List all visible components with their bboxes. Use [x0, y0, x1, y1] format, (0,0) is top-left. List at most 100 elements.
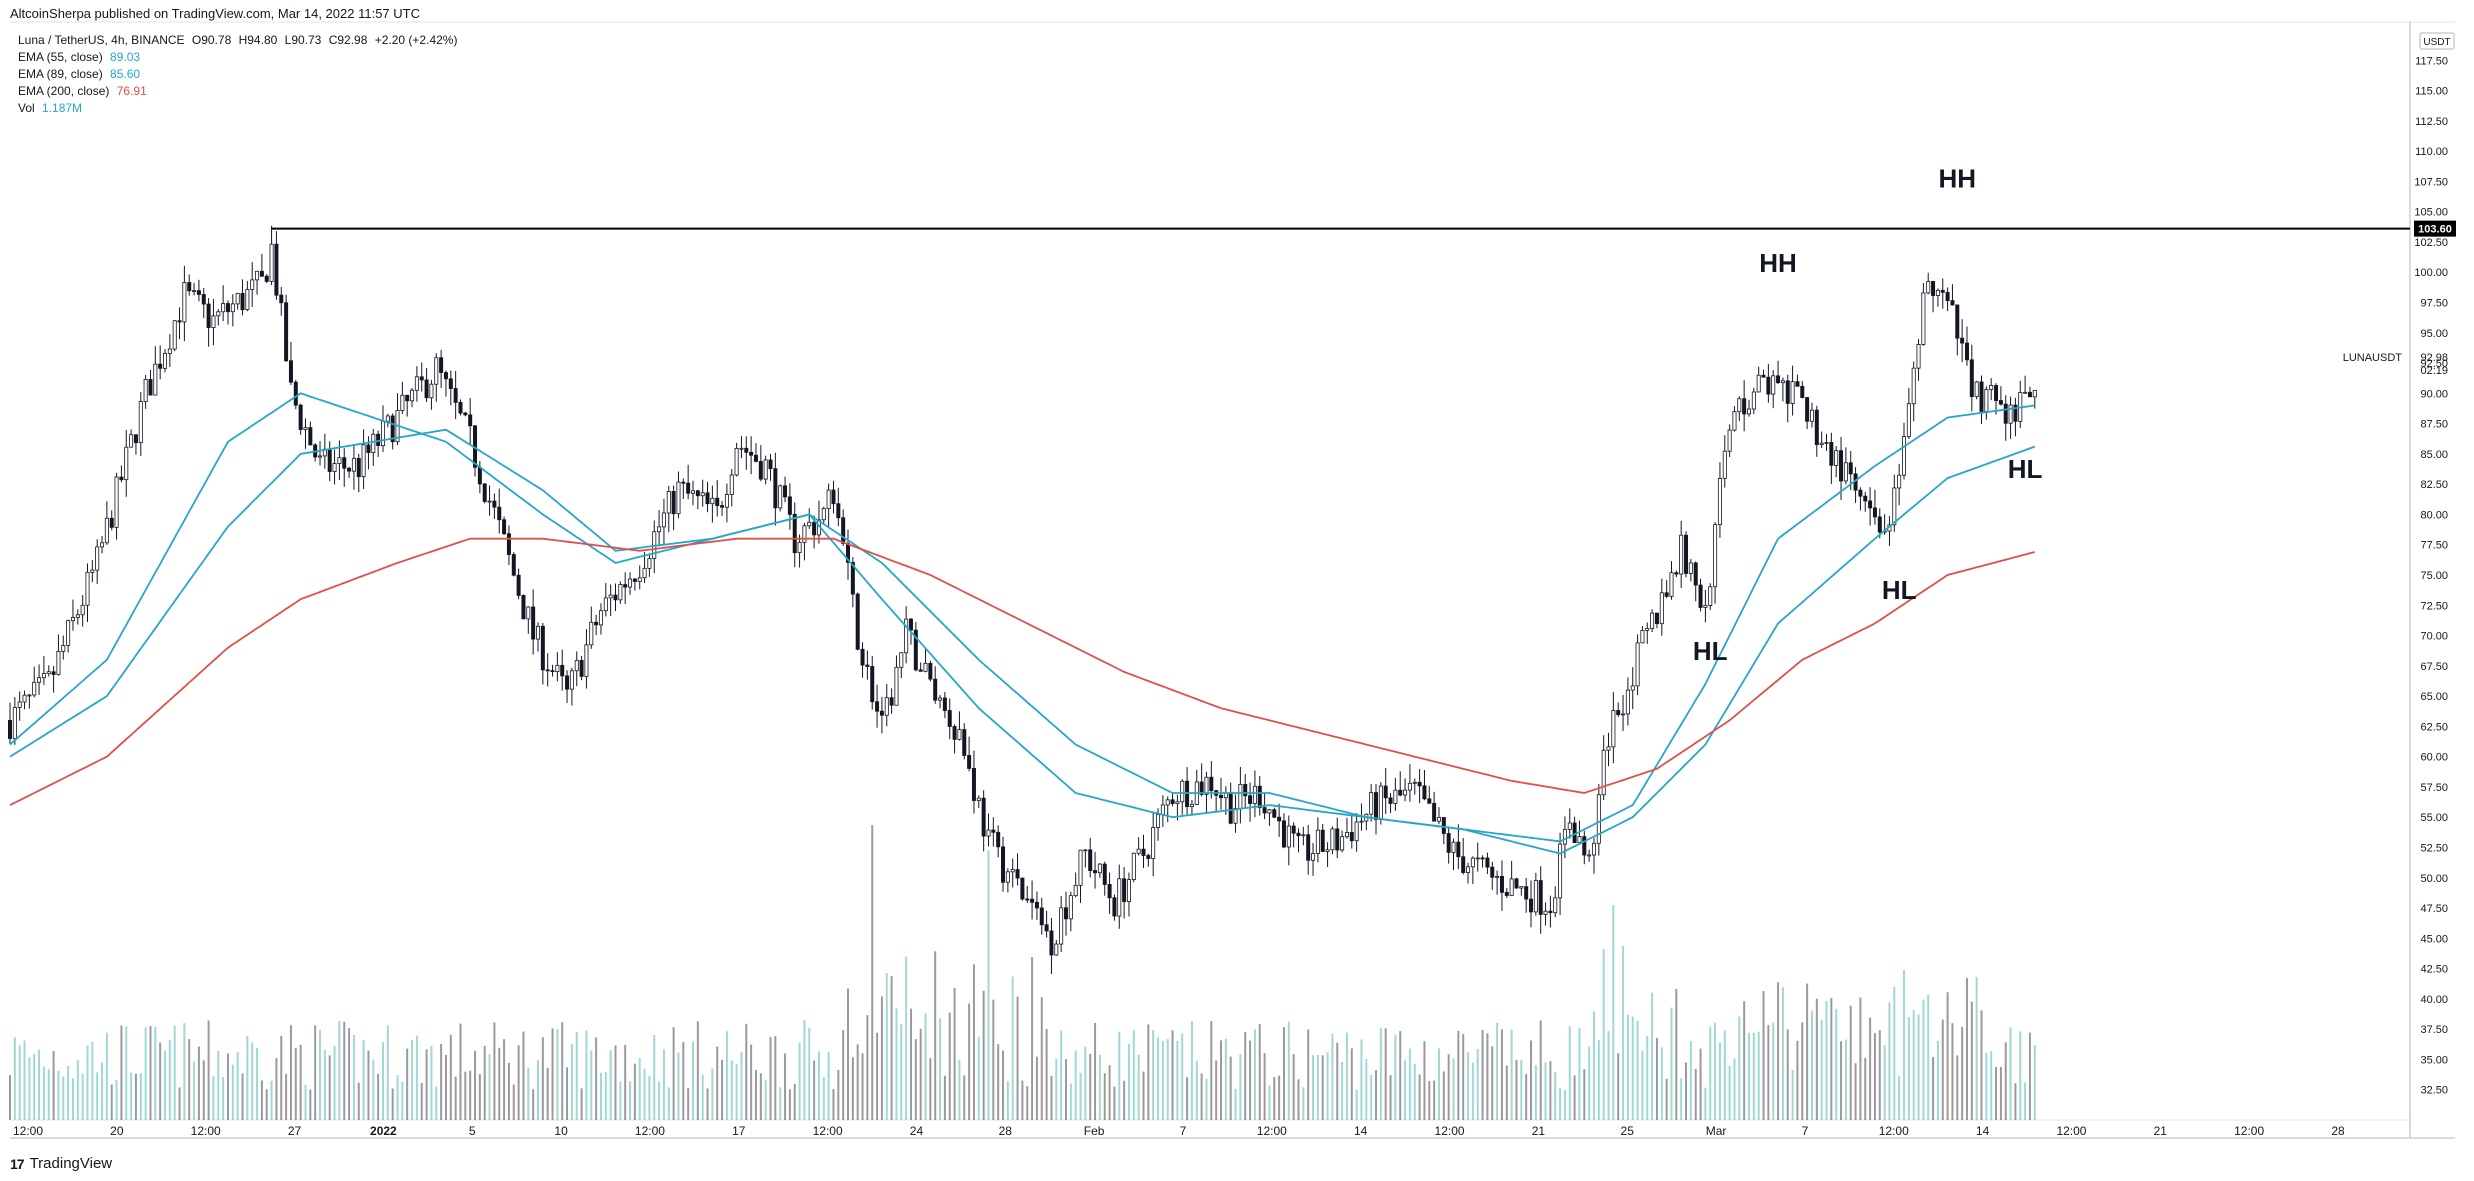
- volume-bar: [633, 1063, 636, 1120]
- candle-body: [1790, 381, 1795, 404]
- candle-body: [1456, 841, 1461, 858]
- candle-body: [448, 378, 453, 389]
- candle-body: [1935, 290, 1940, 296]
- volume-bar: [1927, 994, 1930, 1120]
- volume-bar: [837, 1069, 840, 1120]
- volume-bar: [1539, 1020, 1542, 1120]
- volume-bar: [1462, 1034, 1465, 1120]
- price-axis[interactable]: 32.50 35.00 37.50 40.00 42.50 45.00 47.50 50.00…: [2414, 55, 2448, 1096]
- candle-body: [1630, 685, 1635, 691]
- volume-bar: [1810, 1010, 1813, 1120]
- candle-body: [1233, 808, 1238, 824]
- publisher-header: AltcoinSherpa published on TradingView.c…: [10, 6, 420, 21]
- volume-bar: [672, 1027, 675, 1120]
- candle-body: [1955, 304, 1960, 339]
- volume-bar: [730, 1060, 733, 1120]
- candle-body: [1311, 853, 1316, 861]
- candle-body: [293, 381, 298, 406]
- volume-bar: [1878, 1030, 1881, 1120]
- volume-bar: [1331, 1033, 1334, 1120]
- volume-bar: [934, 951, 937, 1120]
- candle-body: [1030, 898, 1035, 903]
- candle-body: [1039, 907, 1044, 926]
- x-tick-label: 12:00: [2234, 1124, 2264, 1138]
- candle-body: [584, 644, 589, 677]
- x-tick-label: 12:00: [1257, 1124, 1287, 1138]
- volume-bar: [1079, 1072, 1082, 1120]
- volume-bar: [488, 1054, 491, 1120]
- candle-body: [148, 379, 153, 396]
- volume-bar: [52, 1050, 55, 1120]
- legend-volume-row[interactable]: Vol 1.187M: [18, 100, 461, 117]
- volume-bar: [1278, 1075, 1281, 1120]
- candle-body: [1848, 462, 1853, 475]
- candle-body: [22, 694, 27, 703]
- x-tick-label: 12:00: [2056, 1124, 2086, 1138]
- volume-bar: [1636, 1020, 1639, 1120]
- candle-body: [608, 594, 613, 599]
- legend-ema55-row[interactable]: EMA (55, close) 89.03: [18, 49, 461, 66]
- candle-body: [560, 664, 565, 677]
- legend-ema200-row[interactable]: EMA (200, close) 76.91: [18, 83, 461, 100]
- volume-bar: [62, 1076, 65, 1120]
- candle-body: [351, 458, 356, 472]
- volume-bar: [9, 1075, 11, 1120]
- volume-bar: [512, 1084, 515, 1120]
- volume-bar: [164, 1050, 167, 1120]
- volume-bar: [953, 987, 956, 1120]
- volume-bar: [1767, 1025, 1770, 1120]
- y-tick-label: 77.50: [2420, 540, 2448, 552]
- candle-body: [637, 577, 642, 582]
- candle-body: [1805, 397, 1810, 422]
- footer-brand[interactable]: 17 TradingView: [10, 1155, 112, 1172]
- candle-body: [1470, 857, 1475, 868]
- candle-body: [458, 401, 463, 414]
- candle-body: [710, 497, 715, 505]
- candle-body: [928, 662, 933, 680]
- candle-body: [1228, 792, 1233, 824]
- candle-body: [889, 697, 894, 706]
- annotation-hh: HH: [1759, 248, 1797, 278]
- candle-body: [46, 671, 51, 674]
- x-tick-label: 28: [999, 1124, 1013, 1138]
- candle-body: [1417, 781, 1422, 787]
- candle-body: [1451, 841, 1456, 853]
- resistance-price-label: 103.60: [2418, 224, 2452, 236]
- candle-body: [657, 526, 662, 533]
- volume-bar: [536, 1060, 539, 1120]
- volume-bar: [13, 1037, 16, 1120]
- candle-body: [938, 697, 943, 701]
- x-tick-label: 12:00: [191, 1124, 221, 1138]
- volume-bar: [1893, 986, 1896, 1120]
- candle-body: [1495, 875, 1500, 878]
- candle-body: [1180, 780, 1185, 803]
- legend-ema55-label: EMA (55, close): [18, 50, 103, 64]
- volume-bar: [614, 1045, 617, 1120]
- candle-body: [545, 669, 550, 672]
- candle-body: [1165, 799, 1170, 806]
- volume-bar: [289, 1025, 292, 1120]
- volume-bar: [1026, 1086, 1029, 1120]
- volume-bar: [832, 1089, 835, 1120]
- volume-bar: [735, 1064, 738, 1120]
- volume-bar: [653, 1035, 656, 1120]
- candle-body: [1562, 828, 1567, 845]
- volume-bar: [76, 1060, 79, 1120]
- volume-bar: [1888, 1002, 1891, 1120]
- candle-body: [284, 302, 289, 362]
- candle-body: [1635, 642, 1640, 687]
- legend-ema89-row[interactable]: EMA (89, close) 85.60: [18, 66, 461, 83]
- candle-body: [259, 270, 264, 277]
- candle-body: [1688, 562, 1693, 574]
- candle-body: [870, 666, 875, 703]
- candle-body: [695, 490, 700, 497]
- time-axis[interactable]: 12:00 20 12:00 27 2022 5 10 12:00 17 12:00 24 28 Feb…: [13, 1124, 2345, 1138]
- volume-bar: [1985, 1052, 1988, 1120]
- candle-body: [773, 468, 778, 509]
- volume-bar: [115, 1079, 118, 1120]
- candle-body: [1659, 592, 1664, 625]
- candle-body: [569, 670, 574, 690]
- candle-body: [1059, 907, 1064, 945]
- candle-body: [1185, 780, 1190, 808]
